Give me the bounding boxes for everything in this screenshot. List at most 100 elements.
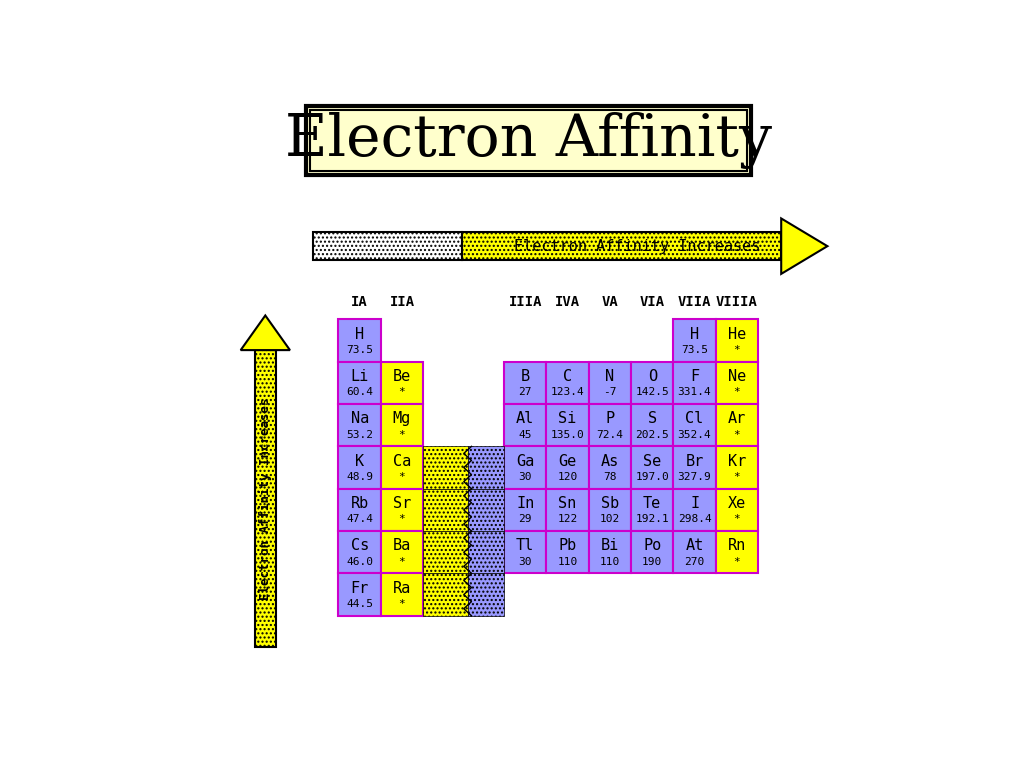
Text: 352.4: 352.4 <box>678 429 712 439</box>
Text: Si: Si <box>558 412 577 426</box>
Text: 270: 270 <box>684 557 705 567</box>
Text: 135.0: 135.0 <box>551 429 585 439</box>
Text: Tl: Tl <box>516 538 535 554</box>
Bar <box>504 404 547 446</box>
Text: 327.9: 327.9 <box>678 472 712 482</box>
Bar <box>468 531 504 574</box>
Text: 142.5: 142.5 <box>635 387 669 397</box>
Text: 197.0: 197.0 <box>635 472 669 482</box>
Text: Mg: Mg <box>393 412 411 426</box>
Bar <box>339 446 381 488</box>
Text: Electron Affinity: Electron Affinity <box>285 112 772 169</box>
Bar <box>631 446 674 488</box>
Text: Sr: Sr <box>393 496 411 511</box>
Text: 53.2: 53.2 <box>346 429 373 439</box>
Text: *: * <box>398 599 406 609</box>
Bar <box>547 488 589 531</box>
Text: B: B <box>520 369 529 384</box>
Text: *: * <box>733 429 740 439</box>
Text: 44.5: 44.5 <box>346 599 373 609</box>
Text: Electron Affinity Increases: Electron Affinity Increases <box>514 239 760 253</box>
Text: Po: Po <box>643 538 662 554</box>
Text: 78: 78 <box>603 472 616 482</box>
Bar <box>631 362 674 404</box>
Text: Ra: Ra <box>393 581 411 596</box>
Bar <box>468 488 504 531</box>
Bar <box>504 531 547 574</box>
Text: Kr: Kr <box>728 454 746 468</box>
Text: I: I <box>690 496 699 511</box>
Text: *: * <box>733 345 740 355</box>
Bar <box>381 531 423 574</box>
Bar <box>423 446 468 488</box>
Bar <box>674 319 716 362</box>
Bar <box>716 319 758 362</box>
Text: S: S <box>647 412 656 426</box>
Bar <box>504 446 547 488</box>
Bar <box>423 488 468 531</box>
Text: 331.4: 331.4 <box>678 387 712 397</box>
Bar <box>468 574 504 616</box>
Bar <box>468 446 504 488</box>
Text: H: H <box>690 326 699 342</box>
Text: *: * <box>733 515 740 525</box>
Bar <box>589 531 631 574</box>
Bar <box>716 362 758 404</box>
Text: VA: VA <box>601 296 618 310</box>
Polygon shape <box>781 218 827 274</box>
Bar <box>547 404 589 446</box>
Bar <box>716 531 758 574</box>
Bar <box>631 488 674 531</box>
Bar <box>313 232 462 260</box>
Bar <box>716 446 758 488</box>
Bar <box>674 446 716 488</box>
Bar <box>339 574 381 616</box>
Bar <box>547 531 589 574</box>
Text: Br: Br <box>685 454 703 468</box>
Bar <box>589 404 631 446</box>
Text: 72.4: 72.4 <box>596 429 624 439</box>
Bar <box>589 446 631 488</box>
Text: Te: Te <box>643 496 662 511</box>
Bar <box>504 488 547 531</box>
Text: K: K <box>355 454 365 468</box>
Text: Cl: Cl <box>685 412 703 426</box>
Text: Ne: Ne <box>728 369 746 384</box>
Bar <box>339 488 381 531</box>
Text: 30: 30 <box>518 472 531 482</box>
Bar <box>631 531 674 574</box>
Text: 190: 190 <box>642 557 663 567</box>
Bar <box>339 319 381 362</box>
Text: 29: 29 <box>518 515 531 525</box>
Text: *: * <box>733 472 740 482</box>
Text: Ca: Ca <box>393 454 411 468</box>
Bar <box>674 531 716 574</box>
Text: VIIIA: VIIIA <box>716 296 758 310</box>
Text: P: P <box>605 412 614 426</box>
Bar <box>589 362 631 404</box>
Text: IIIA: IIIA <box>509 296 542 310</box>
Bar <box>339 362 381 404</box>
Text: As: As <box>601 454 620 468</box>
Text: 298.4: 298.4 <box>678 515 712 525</box>
Bar <box>547 362 589 404</box>
Text: Na: Na <box>350 412 369 426</box>
Text: Ga: Ga <box>516 454 535 468</box>
Text: Ar: Ar <box>728 412 746 426</box>
Bar <box>589 488 631 531</box>
Bar <box>381 404 423 446</box>
Text: *: * <box>398 429 406 439</box>
Text: Cs: Cs <box>350 538 369 554</box>
Text: Fr: Fr <box>350 581 369 596</box>
Text: 47.4: 47.4 <box>346 515 373 525</box>
Text: 73.5: 73.5 <box>681 345 708 355</box>
Text: *: * <box>398 387 406 397</box>
Text: At: At <box>685 538 703 554</box>
Bar <box>381 488 423 531</box>
Bar <box>339 404 381 446</box>
FancyBboxPatch shape <box>306 106 752 175</box>
Text: *: * <box>398 515 406 525</box>
Text: 60.4: 60.4 <box>346 387 373 397</box>
Text: Sb: Sb <box>601 496 620 511</box>
Bar <box>255 350 276 647</box>
